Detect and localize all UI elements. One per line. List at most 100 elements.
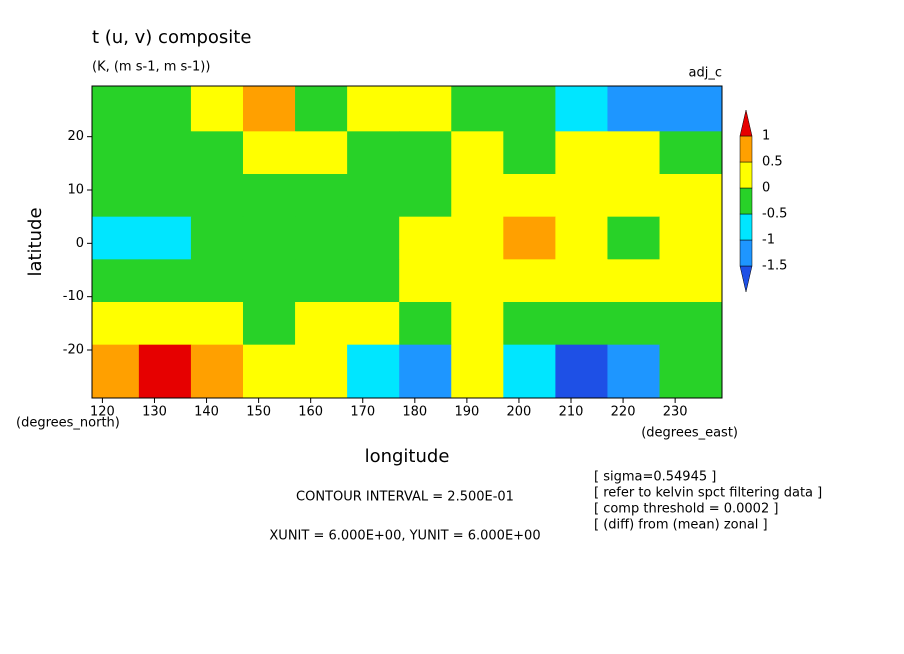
cell <box>242 259 296 303</box>
x-tick-label: 180 <box>402 405 427 420</box>
colorbar-label: 0.5 <box>762 155 783 170</box>
cell <box>138 344 192 399</box>
cell <box>399 86 452 132</box>
cell <box>503 174 556 218</box>
cell <box>295 302 348 346</box>
cell <box>242 131 296 175</box>
colorbar-label: -1.5 <box>762 259 787 274</box>
cell <box>659 86 723 132</box>
cell <box>399 216 452 260</box>
cell <box>555 131 608 175</box>
y-tick-label: 20 <box>67 129 84 144</box>
cell <box>451 302 504 346</box>
cell <box>347 344 400 399</box>
cell <box>347 86 400 132</box>
cell <box>242 174 296 218</box>
cell <box>659 344 723 399</box>
cell <box>295 131 348 175</box>
cell <box>92 344 140 399</box>
cell <box>190 344 244 399</box>
x-tick-label: 200 <box>507 405 532 420</box>
cell <box>607 216 661 260</box>
colorbar-label: 1 <box>762 129 770 144</box>
cell <box>242 302 296 346</box>
x-tick-label: 120 <box>90 405 115 420</box>
y-tick-label: 10 <box>67 183 84 198</box>
cell <box>451 216 504 260</box>
units-note: XUNIT = 6.000E+00, YUNIT = 6.000E+00 <box>269 529 540 544</box>
cell <box>295 86 348 132</box>
x-tick-label: 220 <box>611 405 636 420</box>
cell <box>607 344 661 399</box>
cell <box>555 302 608 346</box>
cell <box>451 131 504 175</box>
annotation: adj_c <box>689 66 722 81</box>
cell <box>555 86 608 132</box>
colorbar-box <box>739 135 753 163</box>
cell <box>659 259 723 303</box>
note: [ (diff) from (mean) zonal ] <box>594 518 768 533</box>
cell <box>451 259 504 303</box>
cell <box>347 131 400 175</box>
cell <box>138 259 192 303</box>
cell <box>451 86 504 132</box>
cell <box>399 302 452 346</box>
cell <box>92 259 140 303</box>
note: [ sigma=0.54945 ] <box>594 470 716 485</box>
cell <box>295 344 348 399</box>
cell <box>659 174 723 218</box>
cell <box>555 259 608 303</box>
x-tick-label: 160 <box>298 405 323 420</box>
x-tick-label: 190 <box>454 405 479 420</box>
colorbar-box <box>739 213 753 241</box>
field <box>92 86 723 399</box>
cell <box>607 302 661 346</box>
cell <box>190 131 244 175</box>
cell <box>555 344 608 399</box>
cell <box>607 86 661 132</box>
cell <box>503 216 556 260</box>
cell <box>399 344 452 399</box>
note: [ refer to kelvin spct filtering data ] <box>594 486 822 501</box>
cell <box>659 302 723 346</box>
cell <box>242 86 296 132</box>
cell <box>555 174 608 218</box>
y-tick-label: 0 <box>76 236 84 251</box>
y-tick-label: -10 <box>63 289 84 304</box>
cell <box>242 344 296 399</box>
colorbar-box <box>739 161 753 189</box>
cell <box>138 86 192 132</box>
note: [ comp threshold = 0.0002 ] <box>594 502 778 517</box>
colorbar-box <box>739 239 753 267</box>
x-tick-label: 210 <box>559 405 584 420</box>
chart-subtitle: (K, (m s-1, m s-1)) <box>92 60 210 75</box>
cell <box>295 259 348 303</box>
cell <box>242 216 296 260</box>
colorbar-triangle <box>739 265 753 293</box>
contour-interval: CONTOUR INTERVAL = 2.500E-01 <box>296 490 514 505</box>
plot-frame <box>91 85 723 399</box>
cell <box>92 86 140 132</box>
cell <box>451 344 504 399</box>
cell <box>607 259 661 303</box>
cell <box>555 216 608 260</box>
cell <box>503 302 556 346</box>
cell <box>92 174 140 218</box>
x-axis-label: longitude <box>365 446 450 467</box>
cell <box>503 86 556 132</box>
cell <box>190 302 244 346</box>
cell <box>190 259 244 303</box>
x-tick-label: 170 <box>350 405 375 420</box>
x-tick-label: 230 <box>663 405 688 420</box>
cell <box>138 131 192 175</box>
cell <box>659 131 723 175</box>
x-tick-label: 140 <box>194 405 219 420</box>
x-tick-label: 150 <box>246 405 271 420</box>
cell <box>138 216 192 260</box>
colorbar-label: -0.5 <box>762 207 787 222</box>
cell <box>503 344 556 399</box>
colorbar-label: 0 <box>762 181 770 196</box>
y-units: (degrees_north) <box>16 416 120 431</box>
